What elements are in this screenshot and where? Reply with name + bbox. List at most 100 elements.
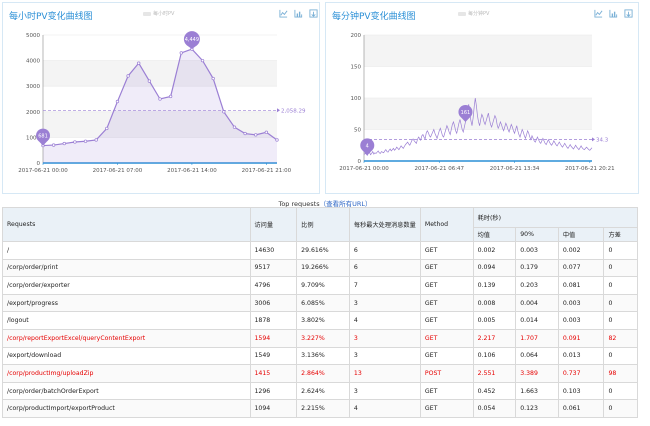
save-image-icon[interactable] xyxy=(624,9,633,18)
cell-ratio: 2.624% xyxy=(296,381,350,401)
data-point xyxy=(147,79,152,83)
grid-band xyxy=(364,35,592,67)
average-mark-label: 34.3 xyxy=(596,137,609,143)
average-mark-label: 2,058.29 xyxy=(281,108,306,114)
data-point xyxy=(254,133,258,137)
col-ratio: 比例 xyxy=(296,207,350,242)
data-point xyxy=(94,138,98,142)
cell-max: 3 xyxy=(348,381,421,401)
cell-count: 9517 xyxy=(249,258,298,278)
cell-count: 4796 xyxy=(249,276,298,295)
col-median: 中值 xyxy=(557,227,605,242)
cell-median: 0.061 xyxy=(557,399,605,418)
y-tick-label: 0 xyxy=(37,161,41,167)
minute-pv-legend[interactable]: 每分钟PV xyxy=(458,10,489,17)
cell-p90: 1.707 xyxy=(515,328,559,348)
cell-count: 3006 xyxy=(249,293,298,313)
grid-band xyxy=(43,111,277,138)
cell-avg: 0.094 xyxy=(472,258,517,278)
table-row: /corp/reportExportExcel/queryContentExpo… xyxy=(2,328,638,348)
cell-ratio: 9.709% xyxy=(296,276,350,295)
cell-ratio: 3.227% xyxy=(296,328,350,348)
cell-avg: 0.054 xyxy=(472,399,517,418)
save-image-icon[interactable] xyxy=(309,9,318,18)
data-point xyxy=(105,126,109,131)
view-all-urls-link[interactable]: （查看所有URL） xyxy=(319,200,372,208)
cell-method: GET xyxy=(419,276,474,295)
y-tick-label: 5000 xyxy=(26,33,40,39)
cell-method: POST xyxy=(419,364,474,383)
bar-chart-icon[interactable] xyxy=(294,9,303,18)
grid-band xyxy=(364,98,592,130)
cell-request: /corp/order/exporter xyxy=(2,276,251,295)
cell-max: 4 xyxy=(348,399,421,418)
cell-request: /export/progress xyxy=(2,293,251,313)
line-chart-icon[interactable] xyxy=(594,9,603,18)
data-point xyxy=(126,74,130,78)
cell-avg: 0.002 xyxy=(472,241,517,260)
cell-count: 14630 xyxy=(249,241,298,260)
legend-label: 每分钟PV xyxy=(468,11,490,17)
cell-median: 0.003 xyxy=(557,311,605,330)
table-row: /corp/productImg/uploadZip 1415 2.864% 13 PO… xyxy=(2,364,638,383)
cell-median: 0.081 xyxy=(557,276,605,295)
x-tick-label: 2017-06-21 00:00 xyxy=(18,168,68,174)
cell-request: / xyxy=(2,241,251,260)
cell-max: 3 xyxy=(348,346,421,366)
cell-p90: 0.123 xyxy=(515,399,559,418)
cell-avg: 0.106 xyxy=(472,346,517,366)
cell-count: 1094 xyxy=(249,399,298,418)
mark-pin-label: 681 xyxy=(38,134,48,140)
col-method: Method xyxy=(419,207,474,242)
data-point xyxy=(62,141,66,146)
cell-max: 3 xyxy=(348,328,421,348)
grid-band xyxy=(43,60,277,87)
col-p90: 90% xyxy=(515,227,559,242)
y-tick-label: 100 xyxy=(351,96,362,102)
cell-ratio: 3.136% xyxy=(296,346,350,366)
cell-count: 1549 xyxy=(249,346,298,366)
cell-median: 0.737 xyxy=(557,364,605,383)
y-tick-label: 3000 xyxy=(26,84,40,90)
cell-request: /logout xyxy=(2,311,251,330)
mark-pin-label: 4,449 xyxy=(185,37,199,43)
cell-ratio: 3.802% xyxy=(296,311,350,330)
minute-toolbox xyxy=(594,9,633,18)
cell-p90: 0.179 xyxy=(515,258,559,278)
cell-median: 0.002 xyxy=(557,241,605,260)
hourly-pv-legend[interactable]: 每小时PV xyxy=(143,10,174,17)
y-tick-label: 4000 xyxy=(26,59,40,65)
cell-median: 0.077 xyxy=(557,258,605,278)
cell-max: 6 xyxy=(348,258,421,278)
cell-avg: 0.008 xyxy=(472,293,517,313)
cell-variance: 0 xyxy=(603,381,638,401)
cell-request: /corp/order/batchOrderExport xyxy=(2,381,251,401)
cell-median: 0.091 xyxy=(557,328,605,348)
cell-ratio: 6.085% xyxy=(296,293,350,313)
top-requests-table: Requests 访问量 比例 每秒最大处理消息数量 Method 耗时(秒) … xyxy=(2,207,639,418)
table-row: /corp/order/exporter 4796 9.709% 7 GET 0.139 0… xyxy=(2,276,638,295)
cell-method: GET xyxy=(419,399,474,418)
data-point xyxy=(222,110,226,114)
cell-median: 0.103 xyxy=(557,381,605,401)
cell-p90: 0.004 xyxy=(515,293,559,313)
table-body: /14630 29.616% 6 GET 0.002 0.003 0.002 0/corp/o… xyxy=(2,241,638,418)
data-point xyxy=(83,139,88,143)
x-tick-label: 2017-06-21 21:00 xyxy=(242,168,292,174)
col-variance: 方差 xyxy=(603,227,638,242)
cell-max: 13 xyxy=(348,364,421,383)
data-point xyxy=(200,58,205,63)
cell-count: 1878 xyxy=(249,311,298,330)
cell-ratio: 29.616% xyxy=(296,241,350,260)
hourly-pv-title: 每小时PV变化曲线图 xyxy=(9,12,93,22)
line-chart-icon[interactable] xyxy=(279,9,288,18)
bar-chart-icon[interactable] xyxy=(609,9,618,18)
cell-variance: 0 xyxy=(603,399,638,418)
cell-method: GET xyxy=(419,258,474,278)
cell-method: GET xyxy=(419,311,474,330)
data-point xyxy=(51,143,56,147)
data-point xyxy=(168,94,173,99)
col-max-per-sec: 每秒最大处理消息数量 xyxy=(348,207,421,242)
mark-pin-label: 4 xyxy=(366,143,369,149)
minute-pv-panel: 每分钟PV变化曲线图 每分钟PV 0 50 100 150 200 2017-06-21 … xyxy=(325,2,639,194)
